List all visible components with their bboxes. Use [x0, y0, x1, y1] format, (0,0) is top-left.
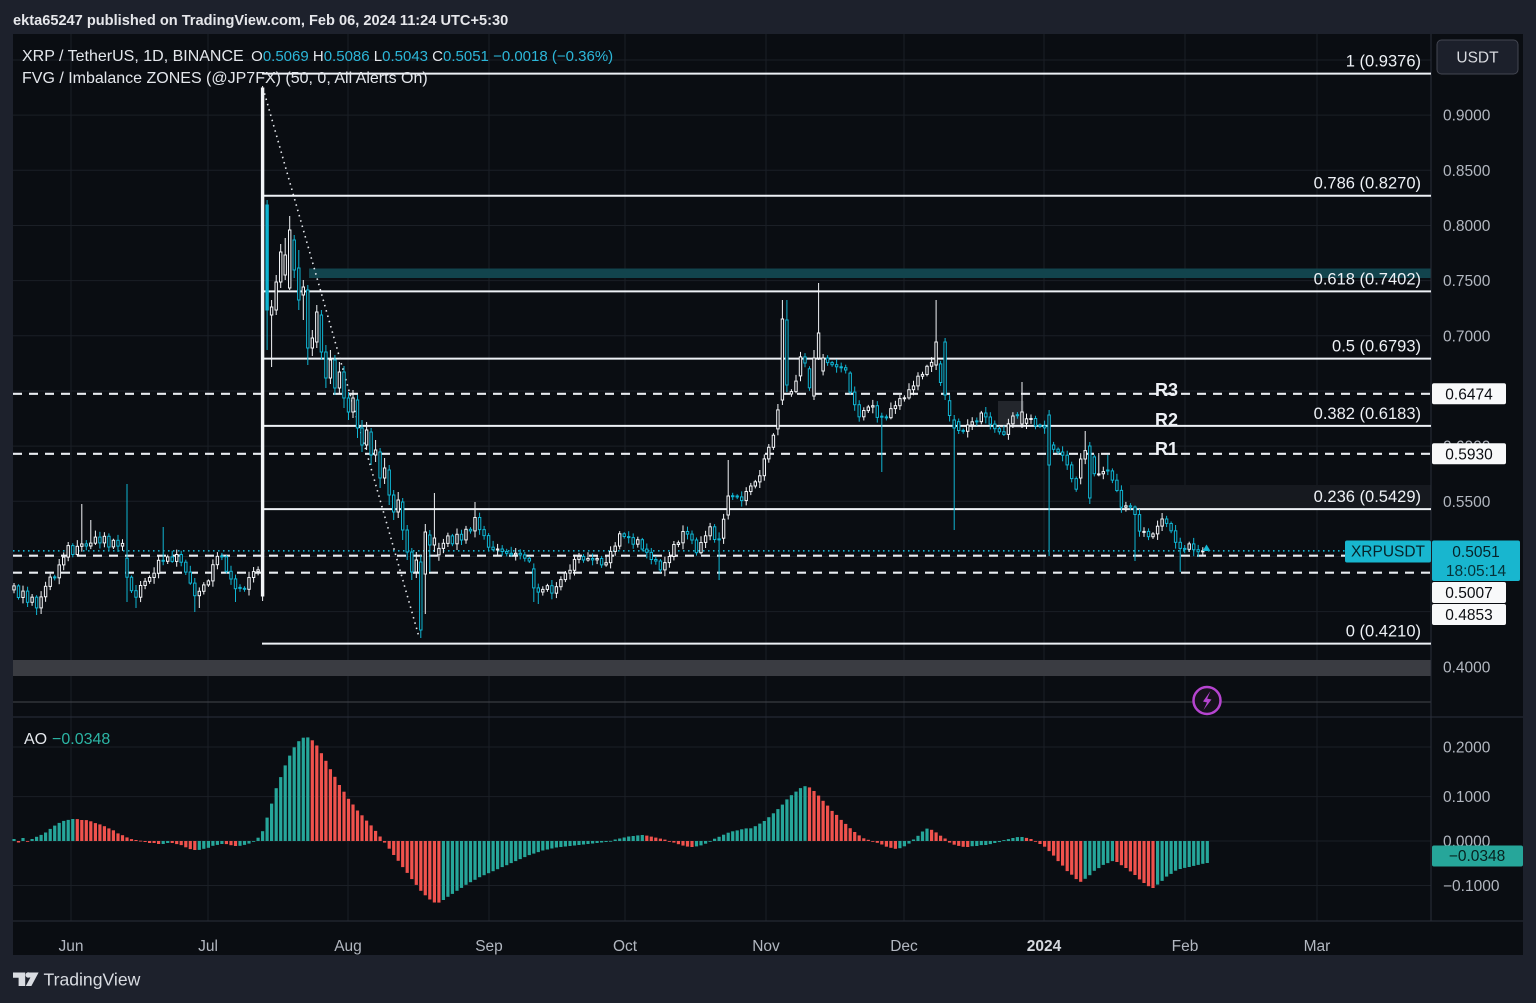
svg-text:XRPUSDT: XRPUSDT [1351, 544, 1426, 561]
svg-text:0.5 (0.6793): 0.5 (0.6793) [1332, 338, 1421, 356]
svg-text:0.618 (0.7402): 0.618 (0.7402) [1314, 270, 1421, 288]
svg-text:0.382 (0.6183): 0.382 (0.6183) [1314, 405, 1421, 423]
svg-text:18:05:14: 18:05:14 [1446, 563, 1507, 580]
svg-text:2024: 2024 [1027, 938, 1062, 955]
svg-text:FVG / Imbalance ZONES (@JP7FX): FVG / Imbalance ZONES (@JP7FX) (50, 0, A… [22, 70, 428, 87]
svg-text:0.4000: 0.4000 [1443, 659, 1491, 676]
svg-text:0.6474: 0.6474 [1445, 386, 1493, 403]
svg-text:R2: R2 [1155, 410, 1178, 430]
svg-text:Jun: Jun [59, 938, 84, 955]
svg-text:0.786 (0.8270): 0.786 (0.8270) [1314, 175, 1421, 193]
svg-text:0.5500: 0.5500 [1443, 494, 1491, 511]
svg-text:Feb: Feb [1172, 938, 1199, 955]
svg-text:0.8500: 0.8500 [1443, 163, 1491, 180]
svg-text:Nov: Nov [752, 938, 780, 955]
svg-text:AO: AO [24, 731, 47, 748]
svg-text:XRP / TetherUS, 1D, BINANCE O: XRP / TetherUS, 1D, BINANCE O0.5069 H0.5… [22, 48, 613, 65]
svg-text:Mar: Mar [1304, 938, 1331, 955]
svg-text:0.4853: 0.4853 [1445, 607, 1492, 624]
svg-text:0.7500: 0.7500 [1443, 273, 1491, 290]
svg-text:Sep: Sep [475, 938, 503, 955]
svg-text:TradingView: TradingView [44, 970, 141, 990]
svg-text:USDT: USDT [1456, 50, 1499, 67]
svg-text:0.5051: 0.5051 [1452, 544, 1499, 561]
svg-text:0.5930: 0.5930 [1445, 446, 1493, 463]
svg-text:0.1000: 0.1000 [1443, 789, 1491, 806]
svg-text:0.7000: 0.7000 [1443, 328, 1491, 345]
svg-text:R1: R1 [1155, 439, 1178, 459]
svg-text:−0.0348: −0.0348 [52, 731, 110, 748]
svg-text:0.236 (0.5429): 0.236 (0.5429) [1314, 488, 1421, 506]
svg-text:0.9000: 0.9000 [1443, 108, 1491, 125]
svg-text:−0.0348: −0.0348 [1449, 848, 1505, 865]
svg-text:0.8000: 0.8000 [1443, 218, 1491, 235]
svg-text:−0.1000: −0.1000 [1443, 878, 1500, 895]
svg-text:Aug: Aug [334, 938, 362, 955]
svg-text:Oct: Oct [613, 938, 638, 955]
svg-text:ekta65247 published on Trading: ekta65247 published on TradingView.com, … [13, 13, 508, 29]
svg-text:0.2000: 0.2000 [1443, 740, 1491, 757]
svg-text:1 (0.9376): 1 (0.9376) [1346, 53, 1421, 71]
svg-text:Jul: Jul [198, 938, 218, 955]
svg-text:0 (0.4210): 0 (0.4210) [1346, 623, 1421, 641]
svg-text:Dec: Dec [890, 938, 918, 955]
svg-text:R3: R3 [1155, 380, 1178, 400]
svg-text:0.5007: 0.5007 [1445, 585, 1492, 602]
